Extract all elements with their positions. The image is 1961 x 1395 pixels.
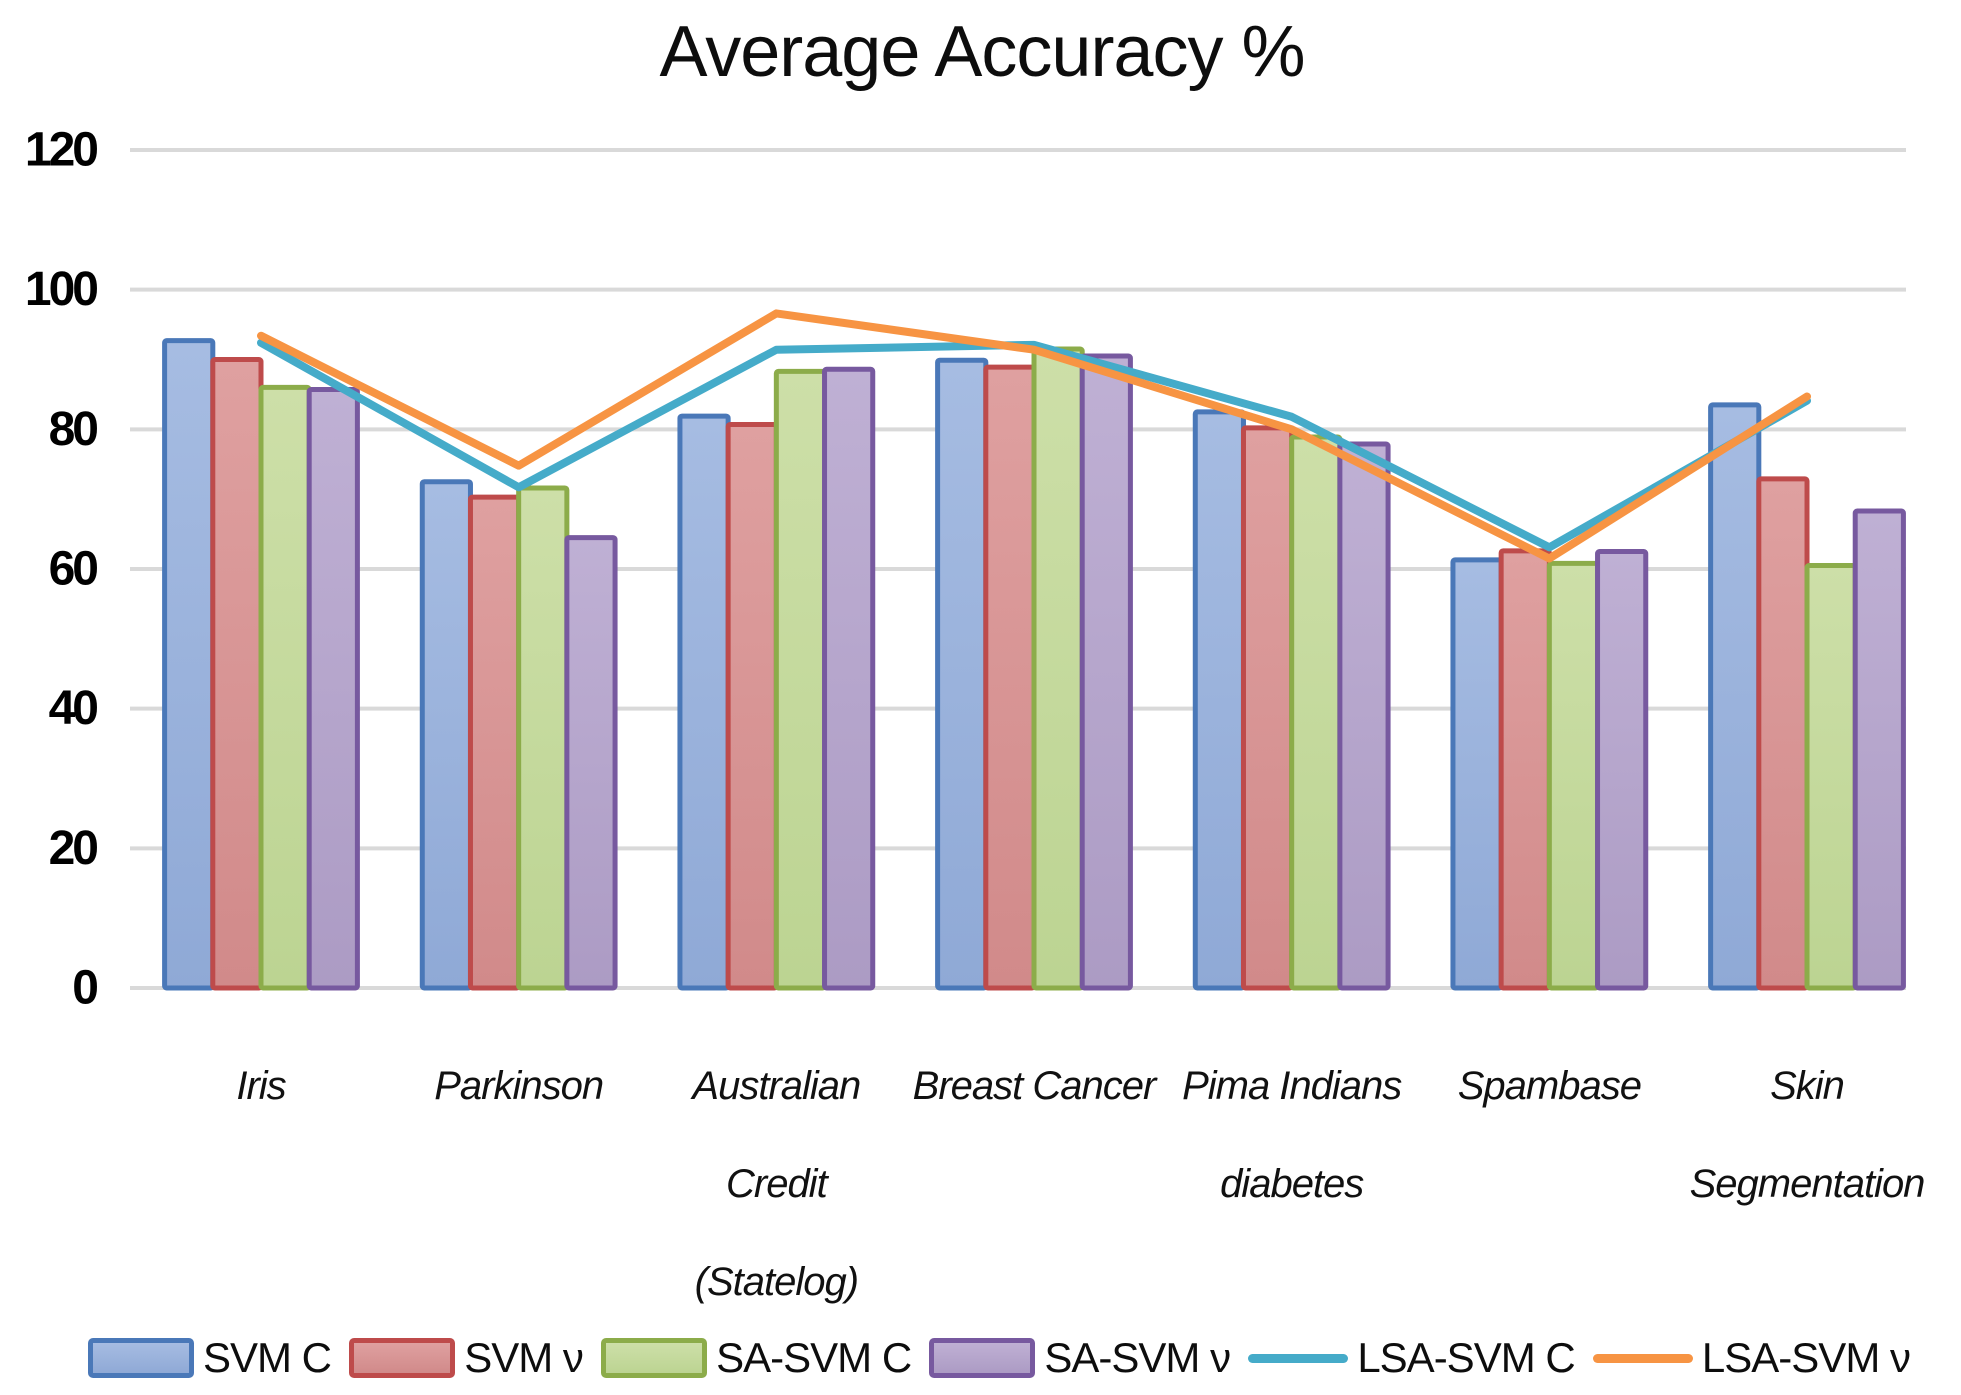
bar-svm-ν-4 [1240, 425, 1295, 991]
legend-label: LSA-SVM C [1357, 1334, 1575, 1381]
legend-bar-swatch-icon [88, 1338, 194, 1378]
category-label-1: Parkinson [434, 1064, 603, 1108]
y-axis-tick-label: 120 [25, 124, 97, 177]
y-axis-tick-label: 40 [49, 682, 98, 735]
legend-label: SVM C [203, 1334, 332, 1381]
bar-sa-svm-ν-0 [306, 387, 360, 991]
category-label-5: Spambase [1458, 1064, 1641, 1108]
legend-bar-swatch-icon [929, 1338, 1036, 1378]
legend-item-svm-c: SVM C [88, 1334, 332, 1382]
bar-svm-c-1 [419, 479, 473, 991]
bar-svm-ν-0 [210, 357, 264, 991]
line-lsa-svm-ν [257, 309, 1812, 563]
category-label-4: Pima Indians [1182, 1064, 1402, 1108]
legend-label: SA-SVM C [716, 1334, 912, 1381]
bar-svm-ν-3 [983, 364, 1037, 991]
category-label-0: Iris [236, 1064, 286, 1108]
legend-line-swatch-icon [1248, 1353, 1349, 1363]
legend-label: SVM ν [464, 1334, 584, 1381]
bar-sa-svm-ν-3 [1079, 353, 1133, 991]
bar-svm-c-5 [1450, 557, 1504, 991]
legend-item-sa-svm-c: SA-SVM C [601, 1334, 912, 1382]
bar-sa-svm-ν-1 [564, 535, 618, 991]
bar-sa-svm-c-6 [1804, 563, 1858, 991]
line-lsa-svm-c [257, 338, 1812, 552]
bar-svm-c-4 [1192, 409, 1246, 991]
category-label-6: Skin [1770, 1064, 1844, 1108]
category-label-3: Breast Cancer [913, 1064, 1158, 1108]
y-axis-tick-label: 80 [49, 403, 98, 456]
legend-item-sa-svm-ν: SA-SVM ν [929, 1334, 1231, 1382]
legend-bar-swatch-icon [601, 1338, 708, 1378]
bar-sa-svm-ν-6 [1852, 508, 1906, 991]
bar-sa-svm-ν-2 [822, 366, 876, 991]
bar-svm-ν-1 [467, 494, 522, 991]
legend-bar-swatch-icon [349, 1338, 456, 1378]
legend-label: SA-SVM ν [1044, 1334, 1231, 1381]
bar-sa-svm-c-1 [516, 485, 570, 991]
bar-sa-svm-c-5 [1546, 560, 1601, 991]
category-label-2: (Statelog) [695, 1260, 858, 1304]
bar-sa-svm-c-3 [1031, 346, 1085, 991]
category-label-6: Segmentation [1690, 1162, 1925, 1206]
bar-svm-ν-6 [1756, 476, 1810, 991]
legend-item-svm-ν: SVM ν [349, 1334, 584, 1382]
category-label-4: diabetes [1220, 1162, 1364, 1206]
legend-item-lsa-svm-c: LSA-SVM C [1248, 1334, 1576, 1382]
y-axis-tick-label: 0 [72, 962, 97, 1015]
bar-sa-svm-c-0 [258, 384, 312, 991]
bar-sa-svm-c-4 [1289, 434, 1343, 991]
bar-sa-svm-ν-4 [1337, 441, 1391, 991]
bar-svm-c-2 [677, 413, 731, 991]
y-axis-tick-label: 100 [25, 263, 97, 316]
legend-line-swatch-icon [1592, 1353, 1693, 1363]
chart-legend: SVM C SVM ν SA-SVM C SA-SVM ν LSA-SVM C LSA-S… [88, 1330, 1911, 1386]
legend-item-lsa-svm-ν: LSA-SVM ν [1592, 1334, 1911, 1382]
y-axis-tick-label: 60 [49, 543, 98, 596]
chart-title: Average Accuracy % [659, 12, 1304, 92]
legend-label: LSA-SVM ν [1701, 1334, 1911, 1381]
bar-sa-svm-c-2 [773, 368, 828, 991]
bar-svm-c-0 [162, 338, 216, 991]
bar-svm-c-3 [935, 357, 989, 991]
bar-svm-ν-5 [1498, 548, 1552, 991]
y-axis-tick-label: 20 [49, 822, 98, 875]
category-label-2: Australian [690, 1064, 860, 1108]
category-label-2: Credit [726, 1162, 830, 1206]
bar-svm-c-6 [1708, 402, 1762, 991]
bar-svm-ν-2 [725, 421, 779, 991]
bar-sa-svm-ν-5 [1595, 549, 1649, 991]
